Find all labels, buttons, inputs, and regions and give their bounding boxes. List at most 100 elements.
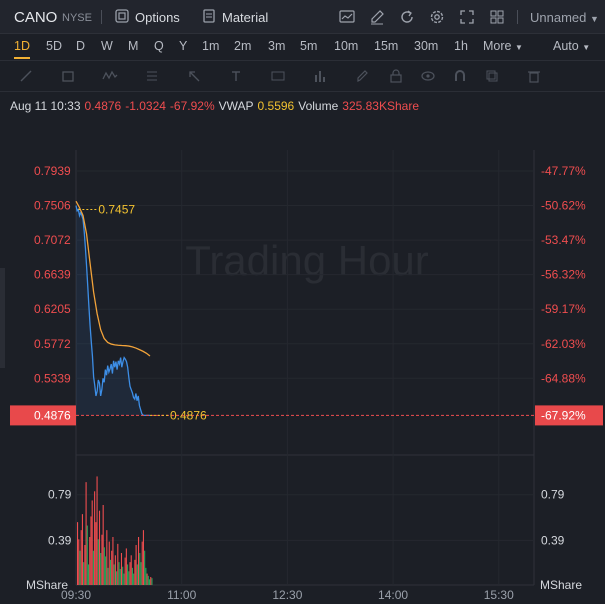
volume-bar [107, 567, 109, 585]
more-label: More [483, 39, 512, 53]
ticker-symbol[interactable]: CANO [14, 9, 58, 26]
vol-tick-left: 0.79 [48, 488, 72, 502]
period-10m[interactable]: 10m [334, 39, 359, 53]
volume-bar [86, 525, 88, 585]
volume-bar [102, 505, 104, 585]
period-15m[interactable]: 15m [374, 39, 399, 53]
volume-bar [123, 573, 125, 585]
y-tick-right: -47.77% [541, 164, 586, 178]
material-button[interactable]: Material [202, 9, 268, 26]
period-Q[interactable]: Q [154, 39, 164, 53]
scale-mode-dropdown[interactable]: Auto ▼ [553, 39, 590, 53]
y-tick-left: 0.6639 [34, 268, 71, 282]
volume-bar [109, 559, 112, 585]
indicator-icon[interactable] [338, 8, 356, 26]
volume-bar [95, 522, 97, 585]
options-icon [115, 9, 129, 26]
visibility-icon[interactable] [420, 68, 436, 84]
volume-bar [78, 539, 80, 585]
scroll-handle[interactable] [0, 268, 5, 368]
volume-bar [146, 573, 148, 585]
line-tool-icon[interactable] [18, 68, 34, 84]
text-tool-icon[interactable] [228, 68, 244, 84]
vwap-label: VWAP [218, 99, 254, 113]
volume-unit-right: MShare [540, 578, 582, 592]
price-label-icon[interactable] [270, 68, 286, 84]
wave-tool-icon[interactable] [102, 68, 118, 84]
grid-icon[interactable] [488, 8, 506, 26]
more-periods-dropdown[interactable]: More ▼ [483, 39, 523, 53]
fib-tool-icon[interactable] [144, 68, 160, 84]
volume-bar [80, 530, 82, 585]
x-tick: 12:30 [272, 588, 302, 602]
material-label: Material [222, 10, 269, 25]
period-M[interactable]: M [128, 39, 139, 53]
current-price-badge [10, 405, 76, 426]
chevron-down-icon: ▼ [582, 43, 591, 52]
y-tick-left: 0.5772 [34, 337, 71, 351]
y-tick-right: -53.47% [541, 233, 586, 247]
volume-bar [83, 562, 85, 585]
volume-bar [103, 547, 105, 585]
options-button[interactable]: Options [115, 9, 180, 26]
arrow-tool-icon[interactable] [186, 68, 202, 84]
edit-icon[interactable] [368, 8, 386, 26]
volume-bar [91, 500, 93, 585]
brush-icon[interactable] [354, 68, 370, 84]
period-Y[interactable]: Y [179, 39, 188, 53]
settings-icon[interactable] [428, 8, 446, 26]
bar-pattern-icon[interactable] [312, 68, 328, 84]
period-W[interactable]: W [101, 39, 113, 53]
period-3m[interactable]: 3m [268, 39, 286, 53]
volume-bar [119, 569, 121, 585]
y-tick-right: -62.03% [541, 337, 586, 351]
divider [517, 10, 518, 24]
rectangle-tool-icon[interactable] [60, 68, 76, 84]
refresh-icon[interactable] [398, 8, 416, 26]
volume-bar [125, 548, 127, 585]
volume-value: 325.83KShare [342, 99, 419, 113]
y-tick-left: 0.7939 [34, 164, 71, 178]
trash-icon[interactable] [526, 68, 542, 84]
period-1m[interactable]: 1m [202, 39, 220, 53]
x-tick: 14:00 [378, 588, 408, 602]
current-price-badge-text: 0.4876 [34, 408, 71, 422]
period-1D[interactable]: 1D [14, 39, 30, 53]
volume-bar [87, 564, 90, 585]
low-marker-label: 0.4876 [170, 408, 207, 422]
volume-bar [114, 555, 116, 585]
volume-bar [98, 510, 101, 585]
volume-bar [133, 573, 135, 585]
price-line [75, 205, 150, 417]
volume-bar [131, 567, 133, 585]
volume-bar [89, 537, 91, 585]
y-tick-left: 0.5339 [34, 371, 71, 385]
watermark-text: Trading Hour [185, 237, 429, 284]
period-5D[interactable]: 5D [46, 39, 62, 53]
fullscreen-icon[interactable] [458, 8, 476, 26]
lock-icon[interactable] [388, 68, 404, 84]
volume-bar [140, 562, 142, 585]
period-2m[interactable]: 2m [234, 39, 252, 53]
volume-bar [106, 530, 108, 585]
copy-icon[interactable] [484, 68, 500, 84]
current-pct-badge [535, 405, 603, 426]
quote-change-pct: -67.92% [169, 99, 215, 113]
y-tick-right: -64.88% [541, 371, 586, 385]
period-bar: 1D 5D D W M Q Y 1m 2m 3m 5m 10m 15m 30m … [0, 34, 605, 60]
layout-name-dropdown[interactable]: Unnamed ▼ [530, 10, 599, 25]
volume-bar [85, 482, 87, 585]
period-5m[interactable]: 5m [300, 39, 318, 53]
volume-bar [122, 566, 124, 585]
y-tick-right: -59.17% [541, 302, 586, 316]
period-D[interactable]: D [76, 39, 86, 53]
volume-bar [142, 530, 144, 585]
volume-bar [128, 571, 130, 585]
drawing-toolbar [0, 60, 605, 92]
divider [101, 10, 102, 24]
period-30m[interactable]: 30m [414, 39, 439, 53]
period-1h[interactable]: 1h [454, 39, 468, 53]
quote-price: 0.4876 [84, 99, 122, 113]
magnet-icon[interactable] [452, 68, 468, 84]
